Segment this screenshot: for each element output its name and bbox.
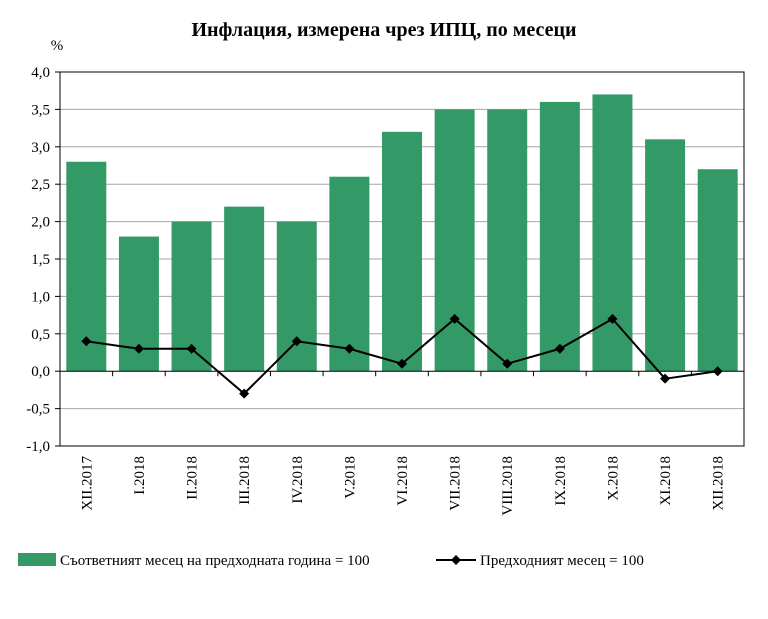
x-tick-label: I.2018 [132,456,148,495]
bar-series [66,94,738,372]
bar [645,139,686,372]
legend: Съответният месец на предходната година … [18,553,644,569]
legend-bar-label: Съответният месец на предходната година … [60,553,370,569]
bar [697,169,738,372]
y-tick-label: 3,0 [31,140,50,156]
line-point [81,336,92,347]
x-tick-label: XII.2018 [711,456,727,511]
y-tick-labels: 4,0 3,5 3,0 2,5 2,0 1,5 1,0 0,5 0,0 -0,5 -1,0 [26,65,50,455]
x-tick-label: VII.2018 [448,456,464,511]
bar [434,109,475,372]
line-point [607,313,618,324]
line-point [449,313,460,324]
x-tick-label: XII.2017 [79,456,95,511]
line-point [554,343,565,354]
x-tick-label: IV.2018 [290,456,306,504]
line-series [81,313,723,399]
x-tick-label: VI.2018 [395,456,411,506]
axes [55,71,745,447]
line-point [344,343,355,354]
bar [539,101,580,372]
line-point [186,343,197,354]
bar [592,94,633,372]
bar [487,109,528,372]
x-tick-label: III.2018 [237,456,253,505]
x-tick-label: IX.2018 [553,456,569,506]
line-point [712,366,723,377]
line-point [133,343,144,354]
y-tick-label: 1,0 [31,289,50,305]
chart-title: Инфлация, измерена чрез ИПЦ, по месеци [191,19,576,41]
line-point [502,358,513,369]
x-tick-label: X.2018 [605,456,621,501]
line-point [291,336,302,347]
line-point [397,358,407,369]
line-point [660,373,671,384]
line-point [239,388,250,399]
bar [276,221,317,372]
y-tick-label: 2,5 [31,177,50,193]
bar [224,206,265,372]
x-tick-label: VIII.2018 [500,456,516,516]
legend-line-label: Предходният месец = 100 [480,553,644,569]
y-tick-label: 4,0 [31,65,50,81]
y-tick-label: 0,0 [31,364,50,380]
y-tick-label: 2,0 [31,215,50,231]
y-axis-unit-label: % [51,38,64,54]
x-tick-labels: XII.2017 I.2018 II.2018 III.2018 IV.2018 V.20… [79,456,726,516]
y-tick-label: 1,5 [31,252,50,268]
legend-bar-swatch [18,553,56,566]
y-tick-label: -0,5 [26,402,50,418]
legend-diamond-marker [451,555,461,565]
bar [329,176,370,372]
x-tick-label: V.2018 [342,456,358,499]
x-tick-label: XI.2018 [658,456,674,506]
y-tick-label: 3,5 [31,102,50,118]
y-tick-label: -1,0 [26,439,50,455]
bar [382,131,422,372]
x-tick-label: II.2018 [185,456,201,500]
y-tick-label: 0,5 [31,327,50,343]
